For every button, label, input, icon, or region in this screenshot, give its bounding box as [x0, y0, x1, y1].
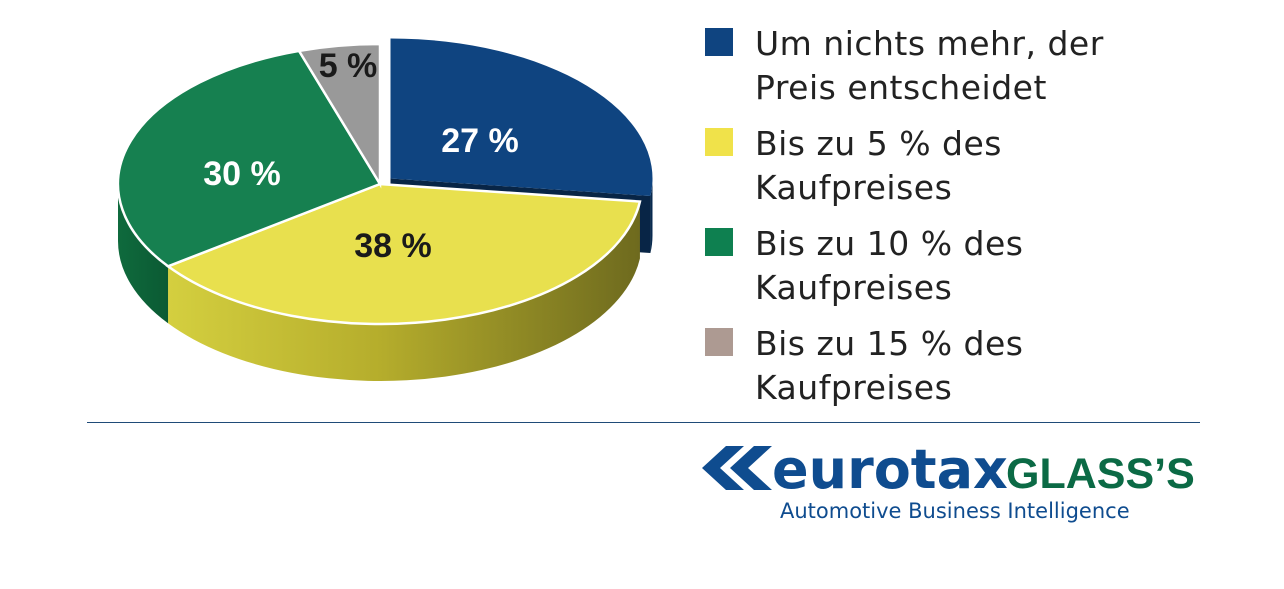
legend-label-line: Kaufpreises	[755, 368, 953, 407]
legend-label-line: Bis zu 15 % des	[755, 324, 1024, 363]
legend-item: Um nichts mehr, der Preis entscheidet	[705, 22, 1265, 110]
legend-label-line: Kaufpreises	[755, 268, 953, 307]
legend-swatch	[705, 228, 733, 256]
pie-slice	[165, 182, 642, 326]
divider	[87, 422, 1200, 423]
pie-tops	[116, 38, 653, 326]
pie-slice	[297, 42, 382, 189]
pie-slice	[390, 38, 653, 196]
pie-labels: 27 % 38 % 30 % 5 %	[203, 47, 519, 265]
legend: Um nichts mehr, der Preis entscheidet Bi…	[705, 22, 1265, 422]
legend-item: Bis zu 10 % des Kaufpreises	[705, 222, 1265, 310]
legend-label-line: Bis zu 5 % des	[755, 124, 1002, 163]
pie-slice-label: 5 %	[319, 47, 378, 85]
legend-label-line: Um nichts mehr, der	[755, 24, 1104, 63]
logo-wordmark-glass: GLASS’S	[1006, 450, 1195, 498]
legend-label: Um nichts mehr, der Preis entscheidet	[755, 22, 1125, 110]
pie-slice	[116, 49, 382, 268]
pie-slice-side	[118, 184, 169, 324]
legend-swatch	[705, 28, 733, 56]
legend-label-line: Kaufpreises	[755, 168, 953, 207]
logo: eurotax GLASS’S Automotive Business Inte…	[700, 438, 1200, 530]
pie-chart-svg: 27 % 38 % 30 % 5 %	[116, 38, 653, 382]
pie-slice-label: 38 %	[354, 227, 432, 265]
legend-label-line: Preis entscheidet	[755, 68, 1047, 107]
legend-label: Bis zu 5 % des Kaufpreises	[755, 122, 1125, 210]
logo-chevron-icon	[702, 446, 772, 490]
pie-slice-label: 27 %	[441, 122, 519, 160]
pie-chart: 27 % 38 % 30 % 5 %	[0, 0, 700, 420]
logo-tagline: Automotive Business Intelligence	[780, 499, 1130, 523]
logo-wordmark-eurotax: eurotax	[772, 440, 1008, 501]
legend-item: Bis zu 5 % des Kaufpreises	[705, 122, 1265, 210]
legend-swatch	[705, 128, 733, 156]
legend-swatch	[705, 328, 733, 356]
legend-label: Bis zu 15 % des Kaufpreises	[755, 322, 1125, 410]
logo-svg: eurotax GLASS’S Automotive Business Inte…	[702, 438, 1195, 523]
pie-slice-label: 30 %	[203, 155, 281, 193]
legend-label-line: Bis zu 10 % des	[755, 224, 1024, 263]
pie-slice-side	[650, 178, 653, 253]
legend-label: Bis zu 10 % des Kaufpreises	[755, 222, 1125, 310]
pie-slice-side	[168, 201, 640, 382]
legend-item: Bis zu 15 % des Kaufpreises	[705, 322, 1265, 410]
